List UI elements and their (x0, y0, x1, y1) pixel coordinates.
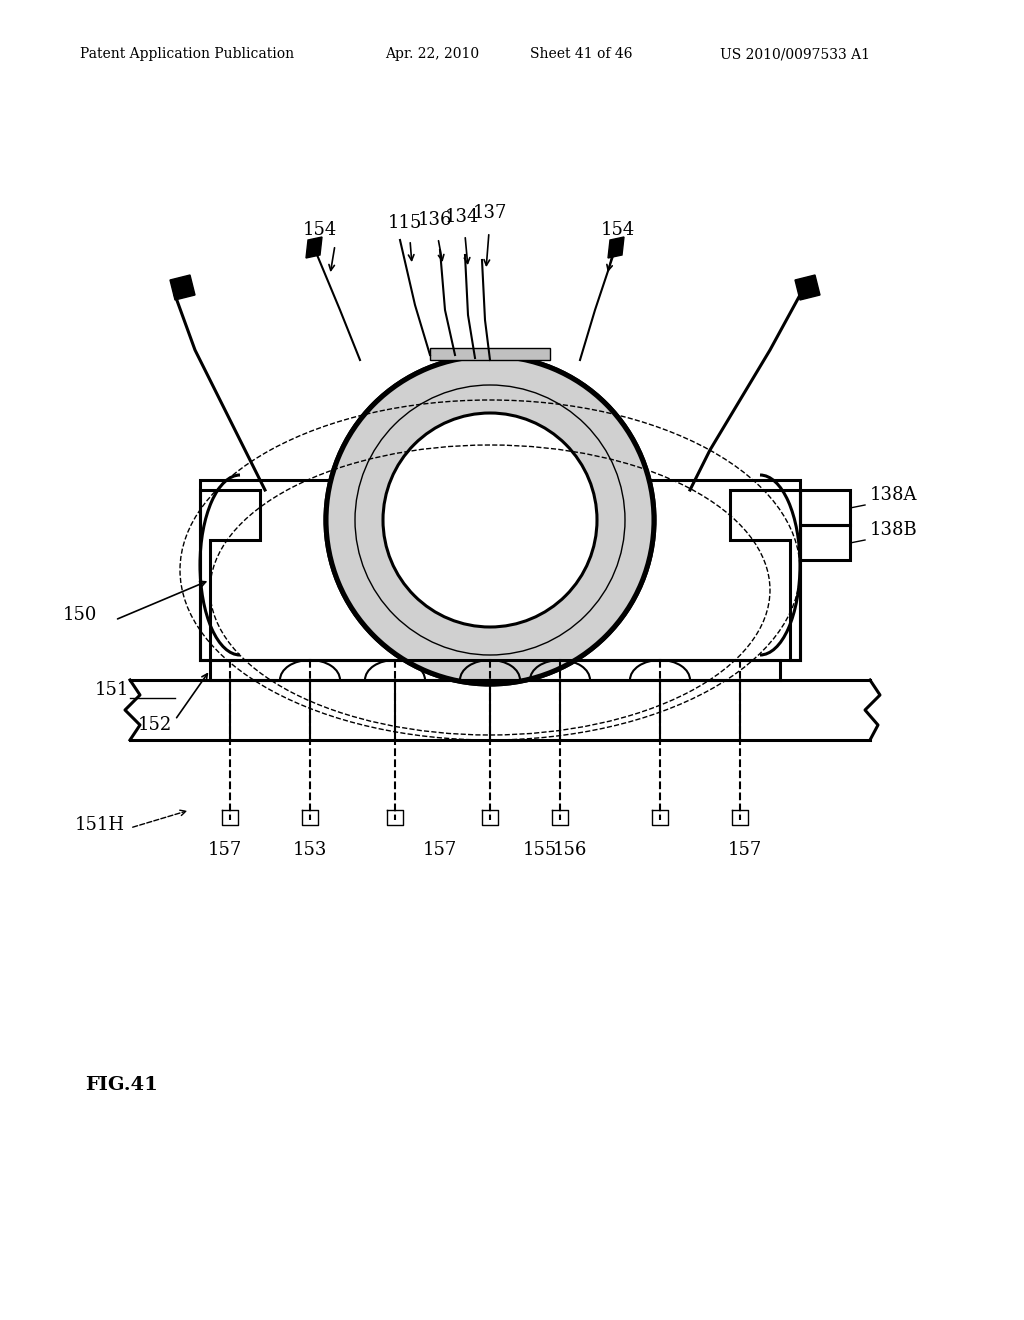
Circle shape (383, 413, 597, 627)
Polygon shape (430, 348, 550, 360)
Text: FIG.41: FIG.41 (85, 1076, 158, 1094)
Polygon shape (795, 275, 820, 300)
Text: Apr. 22, 2010: Apr. 22, 2010 (385, 48, 479, 61)
Text: 138A: 138A (870, 486, 918, 504)
Text: 156: 156 (553, 841, 587, 859)
Text: 152: 152 (138, 715, 172, 734)
Text: 150: 150 (62, 606, 97, 624)
Text: 115: 115 (388, 214, 422, 232)
Text: 134: 134 (444, 209, 479, 226)
Text: 157: 157 (208, 841, 242, 859)
Circle shape (385, 414, 595, 624)
Polygon shape (170, 275, 195, 300)
Polygon shape (306, 238, 322, 257)
Polygon shape (608, 238, 624, 257)
Text: 153: 153 (293, 841, 328, 859)
Text: 154: 154 (303, 220, 337, 239)
Text: 151H: 151H (75, 816, 125, 834)
Text: 155: 155 (523, 841, 557, 859)
Text: Sheet 41 of 46: Sheet 41 of 46 (530, 48, 633, 61)
Text: 151: 151 (95, 681, 129, 700)
Text: 157: 157 (423, 841, 457, 859)
Text: 154: 154 (601, 220, 635, 239)
Text: 138B: 138B (870, 521, 918, 539)
Text: US 2010/0097533 A1: US 2010/0097533 A1 (720, 48, 870, 61)
Text: 137: 137 (473, 205, 507, 222)
Text: 157: 157 (728, 841, 762, 859)
Text: 136: 136 (418, 211, 453, 228)
Text: Patent Application Publication: Patent Application Publication (80, 48, 294, 61)
